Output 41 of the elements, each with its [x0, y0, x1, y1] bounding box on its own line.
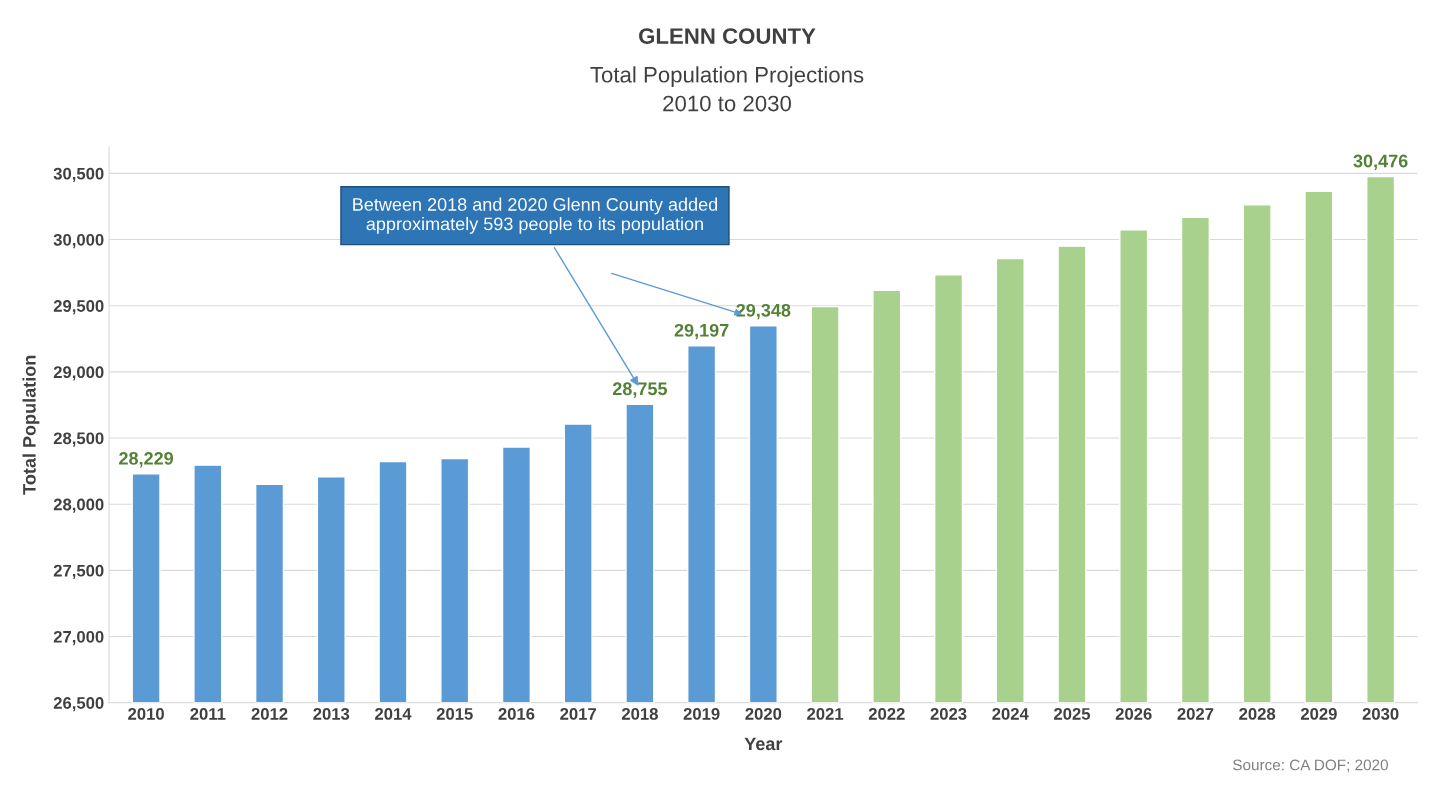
x-tick-label: 2015 — [436, 707, 473, 720]
x-axis-title: Year — [744, 737, 783, 751]
y-axis-title: Total Population — [22, 355, 40, 495]
x-tick-label: 2020 — [745, 707, 782, 720]
x-tick-label: 2011 — [190, 707, 226, 720]
x-tick-label: 2021 — [807, 707, 844, 720]
x-tick-label: 2017 — [560, 707, 596, 720]
y-tick-label: 27,000 — [53, 630, 104, 646]
x-tick-label: 2018 — [621, 707, 658, 720]
x-tick-label: 2029 — [1300, 707, 1337, 720]
chart-title: GLENN COUNTY — [639, 28, 816, 44]
data-label: 28,229 — [119, 451, 174, 468]
source-note: Source: CA DOF; 2020 — [1233, 759, 1388, 773]
chart-subtitle: Total Population Projections 2010 to 2030 — [590, 66, 864, 112]
data-label: 30,476 — [1353, 154, 1408, 171]
x-tick-label: 2028 — [1239, 707, 1276, 720]
y-tick-label: 30,000 — [53, 233, 104, 249]
x-tick-label: 2022 — [868, 707, 905, 720]
x-tick-label: 2025 — [1054, 707, 1091, 720]
y-tick-label: 30,500 — [53, 167, 104, 182]
y-tick-label: 27,500 — [53, 564, 104, 579]
data-label: 28,755 — [612, 382, 668, 398]
x-tick-label: 2010 — [128, 707, 164, 720]
x-tick-label: 2016 — [498, 707, 535, 720]
x-tick-label: 2027 — [1177, 707, 1214, 720]
data-label: 29,197 — [674, 323, 729, 340]
x-tick-label: 2023 — [930, 707, 967, 720]
data-label: 29,348 — [736, 303, 791, 320]
y-tick-label: 26,500 — [53, 697, 104, 712]
y-tick-label: 28,500 — [53, 432, 104, 447]
x-tick-label: 2024 — [992, 707, 1029, 720]
x-tick-label: 2026 — [1115, 707, 1152, 720]
y-tick-label: 29,000 — [53, 366, 104, 381]
y-tick-label: 29,500 — [53, 300, 104, 315]
x-tick-label: 2012 — [251, 707, 288, 720]
x-tick-label: 2014 — [375, 707, 412, 720]
x-tick-label: 2013 — [313, 707, 350, 720]
x-tick-label: 2019 — [683, 707, 720, 720]
y-tick-label: 28,000 — [53, 498, 104, 513]
x-tick-label: 2030 — [1362, 707, 1399, 720]
annotation: Between 2018 and 2020 Glenn County added approximately 593 people to its population — [353, 197, 718, 234]
